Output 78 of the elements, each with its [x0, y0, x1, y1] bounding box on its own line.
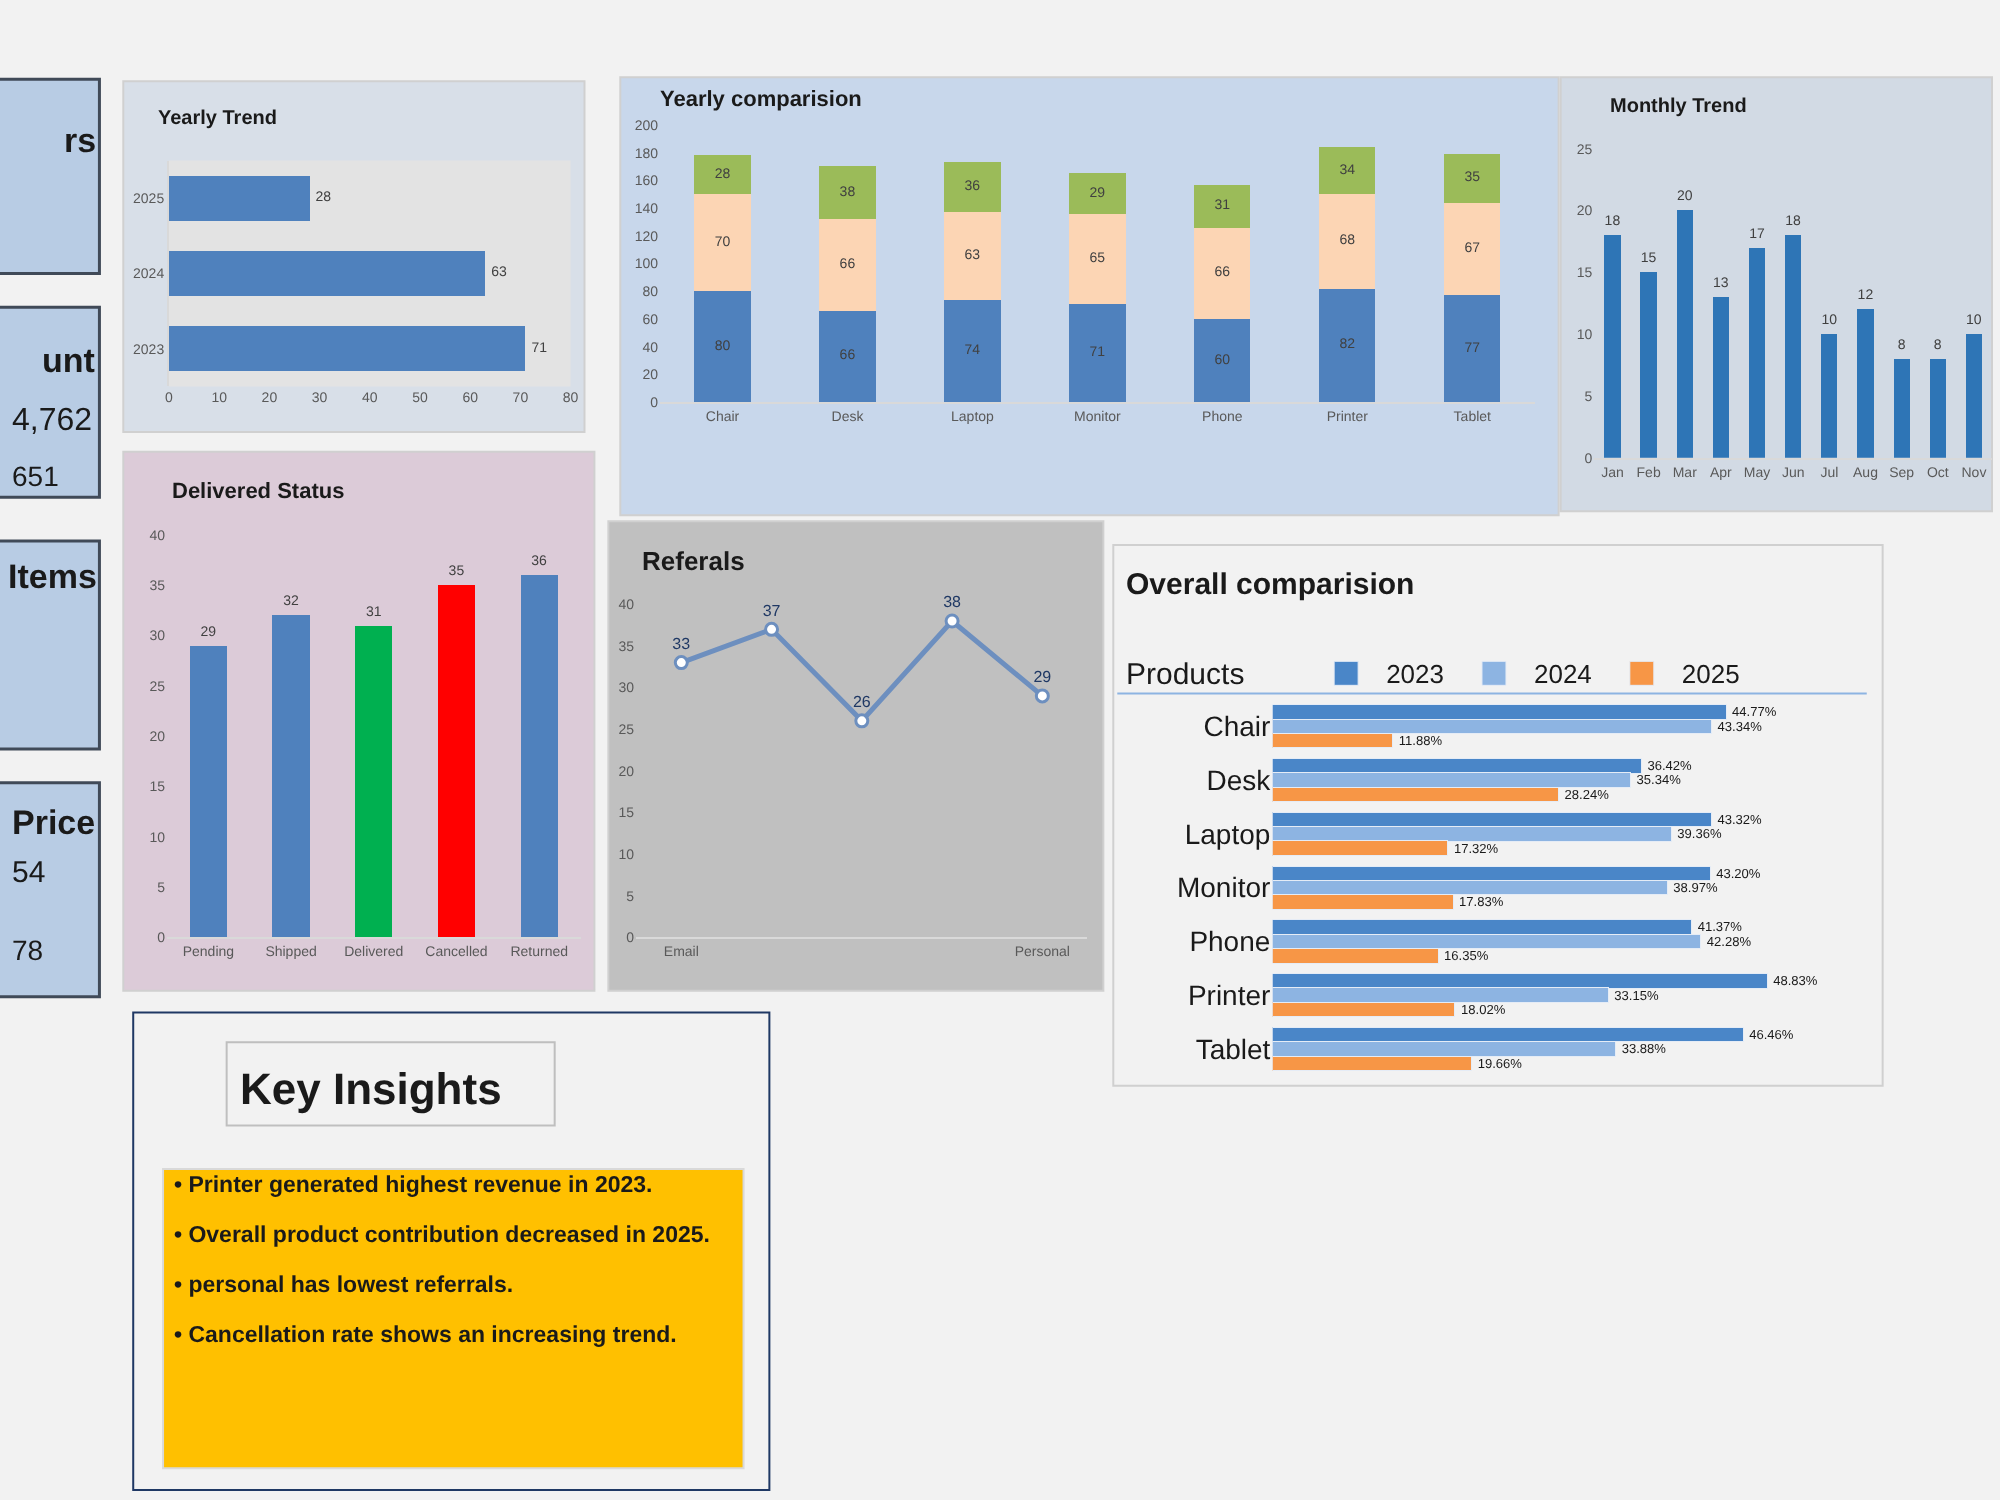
chart-title: Delivered Status: [172, 480, 345, 504]
chart-title: Overall comparision: [1126, 568, 1415, 602]
data-label: 38: [943, 593, 963, 612]
y-tick-label: Tablet: [1195, 1032, 1271, 1065]
y-tick-label: Chair: [1203, 710, 1271, 743]
bar: [1069, 213, 1126, 304]
bar: [1676, 210, 1693, 458]
bar: [169, 175, 310, 221]
bar: [437, 585, 476, 938]
y-axis-title: Products: [1126, 658, 1245, 692]
bar: [520, 575, 558, 938]
bar: [1444, 295, 1501, 403]
bar: [819, 166, 876, 220]
data-label: 29: [1033, 668, 1053, 687]
bar: [944, 162, 1001, 213]
point: [764, 621, 780, 637]
point: [944, 613, 960, 629]
data-label: 33: [672, 635, 692, 654]
bar: [1444, 202, 1501, 296]
bar: [169, 250, 486, 297]
bar: [1069, 173, 1126, 214]
text: • Overall product contribution decreased in 2025.: [174, 1224, 710, 1248]
bar: [694, 194, 751, 292]
bar: [819, 310, 876, 403]
text: • Cancellation rate shows an increasing trend.: [174, 1324, 677, 1348]
text: unt: [42, 342, 96, 380]
bar: [1821, 334, 1838, 458]
chart-title: Yearly Trend: [158, 108, 277, 130]
data-label: 37: [762, 601, 782, 620]
bar: [1319, 147, 1376, 195]
text: Key Insights: [240, 1064, 502, 1114]
bar: [1194, 319, 1251, 403]
text: Price: [12, 804, 96, 842]
text: 54: [12, 856, 46, 890]
bar: [944, 212, 1001, 300]
text: • personal has lowest referrals.: [174, 1274, 514, 1298]
chart-title: Monthly Trend: [1610, 96, 1747, 118]
y-tick-label: Desk: [1206, 763, 1273, 796]
legend-label: 2023: [1386, 659, 1444, 690]
chart-title: Referals: [642, 546, 745, 576]
bar: [1857, 309, 1874, 458]
bar: [1893, 358, 1910, 458]
bar: [819, 219, 876, 311]
y-tick-label: Laptop: [1184, 817, 1271, 850]
bar: [1785, 235, 1802, 458]
bar: [694, 155, 751, 195]
bar: [1604, 235, 1621, 458]
data-label: 26: [852, 693, 872, 712]
bar: [1194, 227, 1251, 320]
bar: [1319, 194, 1376, 289]
point: [1034, 688, 1050, 704]
bar: [1194, 184, 1251, 228]
bar: [169, 326, 526, 372]
bar: [944, 299, 1001, 403]
legend-label: 2025: [1681, 659, 1740, 690]
text: rs: [64, 122, 97, 160]
bar: [694, 291, 751, 403]
bar: [1640, 272, 1657, 458]
text: 4,762: [12, 404, 93, 438]
bar: [1965, 334, 1983, 458]
bar: [1069, 303, 1126, 403]
text: Items: [8, 558, 97, 596]
bar: [1929, 358, 1946, 458]
bar: [1444, 154, 1501, 203]
bar: [355, 625, 393, 938]
bar: [1748, 247, 1766, 458]
point: [854, 713, 870, 729]
bar: [272, 615, 310, 938]
bar: [1712, 297, 1730, 458]
y-tick-label: Printer: [1187, 979, 1272, 1012]
bar: [189, 645, 227, 938]
text: 78: [12, 934, 44, 966]
text: • Printer generated highest revenue in 2023.: [174, 1174, 653, 1198]
chart-title: Yearly comparision: [660, 88, 863, 112]
text: 651: [12, 460, 60, 492]
bar: [1319, 288, 1376, 403]
y-tick-label: Monitor: [1176, 871, 1272, 904]
point: [673, 655, 689, 671]
